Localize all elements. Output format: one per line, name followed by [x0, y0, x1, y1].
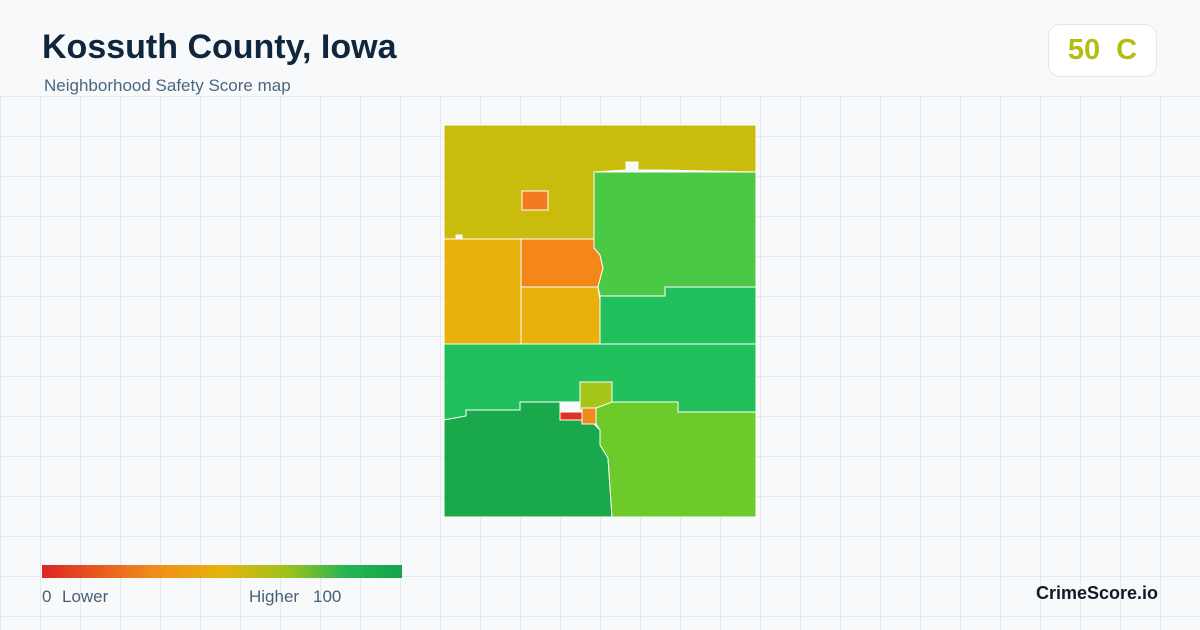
score-badge: 50 C: [1048, 24, 1157, 77]
title: Kossuth County, Iowa: [42, 28, 397, 66]
region: [593, 171, 757, 297]
legend-max: 100: [313, 587, 342, 606]
header: Kossuth County, Iowa Neighborhood Safety…: [0, 0, 1200, 96]
region: [443, 238, 522, 345]
region: [559, 411, 583, 421]
score-value: 50: [1067, 34, 1101, 66]
region: [595, 401, 757, 518]
region: [520, 238, 604, 288]
subtitle: Neighborhood Safety Score map: [44, 76, 291, 95]
region: [520, 286, 601, 345]
score-grade: C: [1116, 34, 1138, 66]
brand: CrimeScore.io: [1035, 583, 1158, 603]
legend-min-label: Lower: [62, 587, 109, 606]
region: [581, 407, 597, 425]
legend-min: 0: [42, 587, 52, 606]
legend-max-label: Higher: [249, 587, 300, 606]
legend-gradient: [42, 565, 402, 578]
region: [599, 286, 757, 345]
region: [521, 190, 549, 211]
